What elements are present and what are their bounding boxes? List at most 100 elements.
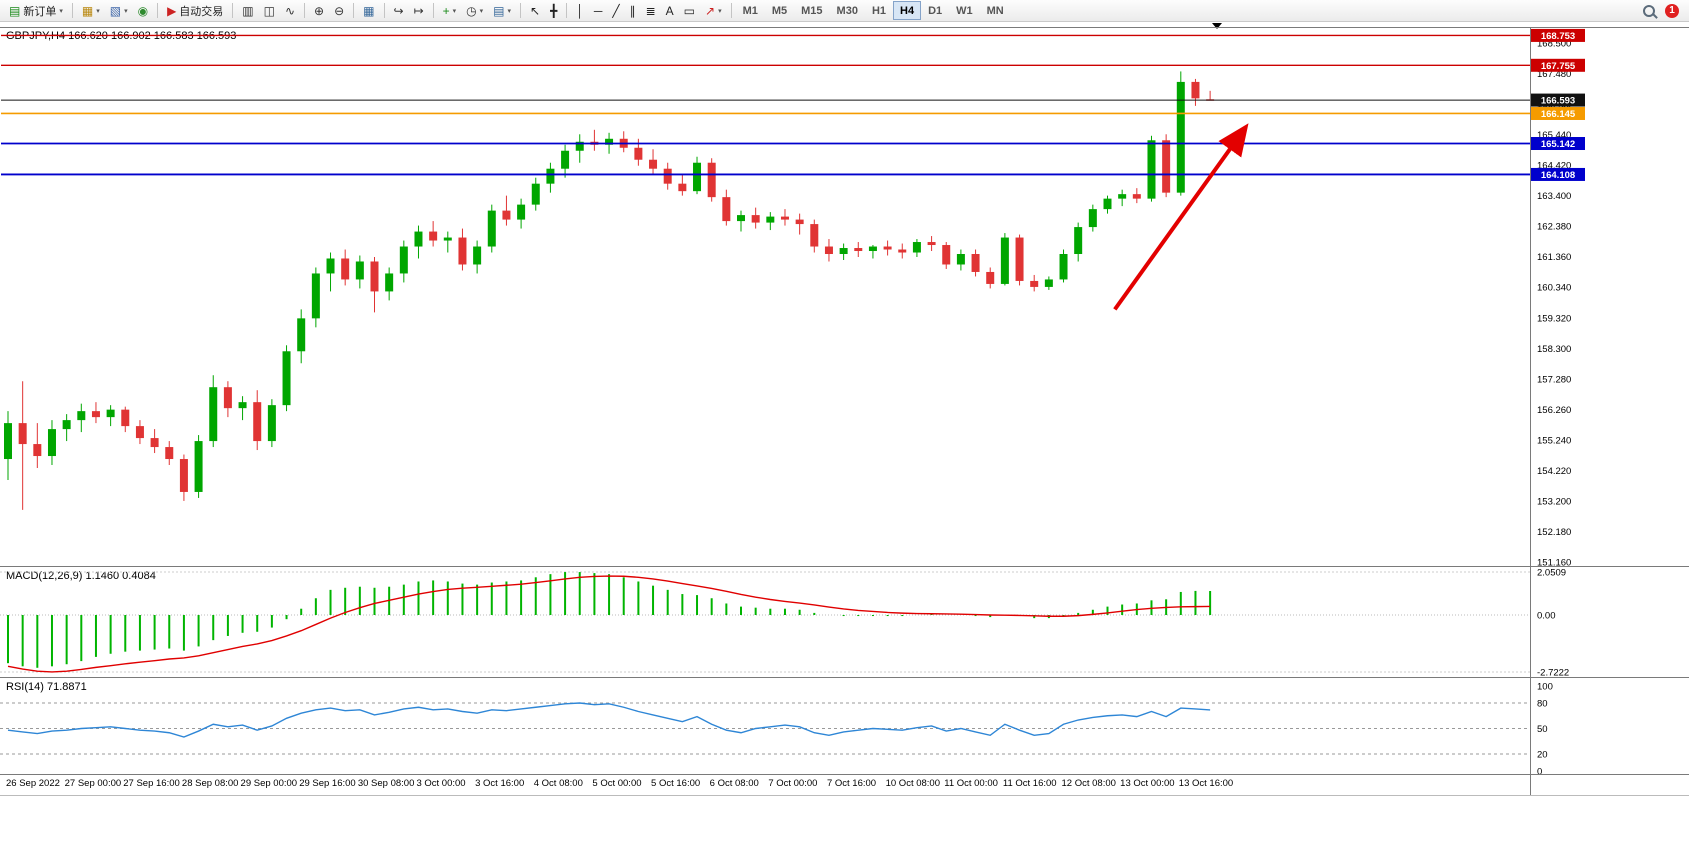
candle — [121, 409, 130, 427]
cursor-button[interactable]: ↖ — [525, 1, 545, 20]
timeframe-h4-button[interactable]: H4 — [893, 1, 922, 20]
candle — [1088, 209, 1097, 228]
templates-button[interactable]: ▤ ▾ — [488, 1, 516, 20]
macd-panel[interactable]: 2.0509 0.00 -2.7222 — [0, 567, 1689, 677]
text-button[interactable]: A — [661, 1, 679, 20]
toolbar-separator — [304, 3, 306, 18]
timeframe-d1-button[interactable]: D1 — [921, 1, 949, 20]
rsi-axis-label: 80 — [1537, 699, 1548, 710]
toolbar-group: ↪ ↦ — [389, 1, 429, 20]
rsi-line — [7, 702, 1211, 738]
candle — [751, 215, 760, 223]
time-axis-label: 6 Oct 08:00 — [709, 778, 759, 789]
new-order-button[interactable]: ▤ 新订单 ▾ — [4, 1, 68, 20]
chart-shift-button[interactable]: ↦ — [409, 1, 429, 20]
toolbar-group: ↖ ╋ — [525, 1, 562, 20]
candle — [971, 254, 980, 272]
macd-axis-label: 0.00 — [1537, 611, 1556, 622]
zoom-in-button[interactable]: ⊕ — [309, 1, 329, 20]
candle — [385, 273, 394, 292]
new-chart-button[interactable]: ▦ ▾ — [77, 1, 105, 20]
toolbar-group: ▦ ▾ ▧ ▾ ◉ — [77, 1, 153, 20]
time-axis[interactable]: 26 Sep 2022 27 Sep 00:00 27 Sep 16:00 28 Se… — [0, 775, 1689, 795]
price-axis-label: 155.240 — [1537, 435, 1571, 446]
profiles-button[interactable]: ▧ ▾ — [105, 1, 133, 20]
candle — [1059, 254, 1068, 280]
candle — [898, 249, 907, 253]
toolbar: ▤ 新订单 ▾ ▦ ▾ ▧ ▾ ◉ ▶ 自动交易 ▥ ◫ ∿ ⊕ ⊖ ▦ ↪ ↦ + ▾ ◷ ▾ ▤ ▾ ↖ ╋ │ ─ ╱ ∥ ≣ A ▭ ↗ ▾… — [0, 0, 1689, 22]
candle — [737, 215, 745, 222]
candle — [780, 216, 789, 220]
candle — [649, 159, 658, 169]
candle — [531, 183, 540, 205]
chart-shift-marker[interactable] — [1212, 23, 1222, 29]
trend-arrow[interactable] — [1113, 123, 1249, 311]
text-label-icon: ▭ — [683, 3, 695, 18]
candle — [326, 258, 335, 274]
price-axis-label: 152.180 — [1537, 527, 1571, 538]
market-watch-button[interactable]: ◉ — [133, 1, 153, 20]
timeframe-m15-button[interactable]: M15 — [794, 1, 829, 20]
candle — [546, 168, 555, 184]
timeframe-mn-button[interactable]: MN — [980, 1, 1011, 20]
timeframe-m1-button[interactable]: M1 — [736, 1, 765, 20]
toolbar-separator — [432, 3, 434, 18]
text-label-button[interactable]: ▭ — [679, 1, 700, 20]
new-order-button-label: 新订单 — [23, 5, 57, 18]
horizontal-line-button[interactable]: ─ — [589, 1, 608, 20]
candle — [634, 147, 643, 160]
notification-badge[interactable]: 1 — [1665, 3, 1679, 18]
candle — [150, 438, 159, 448]
crosshair-button[interactable]: ╋ — [545, 1, 562, 20]
price-axis-label: 159.320 — [1537, 313, 1571, 324]
main-chart[interactable]: 168.500167.480166.460165.440164.420163.4… — [0, 28, 1689, 566]
bar-chart-button[interactable]: ▥ — [237, 1, 258, 20]
channel-button[interactable]: ∥ — [625, 1, 641, 20]
autotrading-button[interactable]: ▶ 自动交易 — [162, 1, 228, 20]
panel-splitter[interactable] — [0, 677, 1689, 678]
zoom-out-button[interactable]: ⊖ — [329, 1, 349, 20]
candle — [458, 237, 467, 265]
caret-down-icon: ▾ — [124, 7, 128, 15]
timeframe-m30-button[interactable]: M30 — [830, 1, 865, 20]
time-axis-label: 5 Oct 00:00 — [592, 778, 642, 789]
zoom-in-icon: ⊕ — [314, 3, 325, 18]
toolbar-separator — [520, 3, 522, 18]
toolbar-separator — [566, 3, 568, 18]
candle — [502, 210, 511, 220]
candlestick-chart-button[interactable]: ◫ — [259, 1, 280, 20]
fibonacci-button[interactable]: ≣ — [641, 1, 661, 20]
candle — [927, 242, 936, 246]
candle — [370, 261, 379, 292]
timeframe-h1-button[interactable]: H1 — [865, 1, 893, 20]
candle — [33, 444, 42, 457]
timeframe-m5-button[interactable]: M5 — [765, 1, 794, 20]
periods-button[interactable]: ◷ ▾ — [461, 1, 488, 20]
toolbar-group: ▦ — [358, 1, 379, 20]
indicators-button[interactable]: + ▾ — [438, 1, 462, 20]
line-chart-icon: ∿ — [284, 3, 296, 18]
auto-scroll-button[interactable]: ↪ — [389, 1, 409, 20]
candle — [282, 351, 291, 406]
candle — [1132, 194, 1141, 199]
candle — [355, 261, 364, 280]
rsi-axis-label: 20 — [1537, 750, 1548, 761]
trendline-button[interactable]: ╱ — [607, 1, 624, 20]
panel-splitter[interactable] — [0, 566, 1689, 567]
rsi-panel[interactable]: 100 80 50 20 0 — [0, 678, 1689, 774]
candle — [1074, 227, 1083, 255]
timeframe-w1-button[interactable]: W1 — [949, 1, 980, 20]
tile-windows-button[interactable]: ▦ — [358, 1, 379, 20]
candle — [179, 459, 188, 492]
time-axis-label: 12 Oct 08:00 — [1061, 778, 1116, 789]
candle — [766, 216, 775, 223]
search-icon[interactable] — [1643, 4, 1655, 17]
price-badge — [1531, 93, 1585, 107]
candle — [77, 411, 86, 421]
arrows-button[interactable]: ↗ ▾ — [700, 1, 727, 20]
trendline-icon: ╱ — [612, 3, 620, 18]
line-chart-button[interactable]: ∿ — [280, 1, 300, 20]
vertical-line-button[interactable]: │ — [571, 1, 589, 20]
panel-border — [0, 795, 1689, 796]
